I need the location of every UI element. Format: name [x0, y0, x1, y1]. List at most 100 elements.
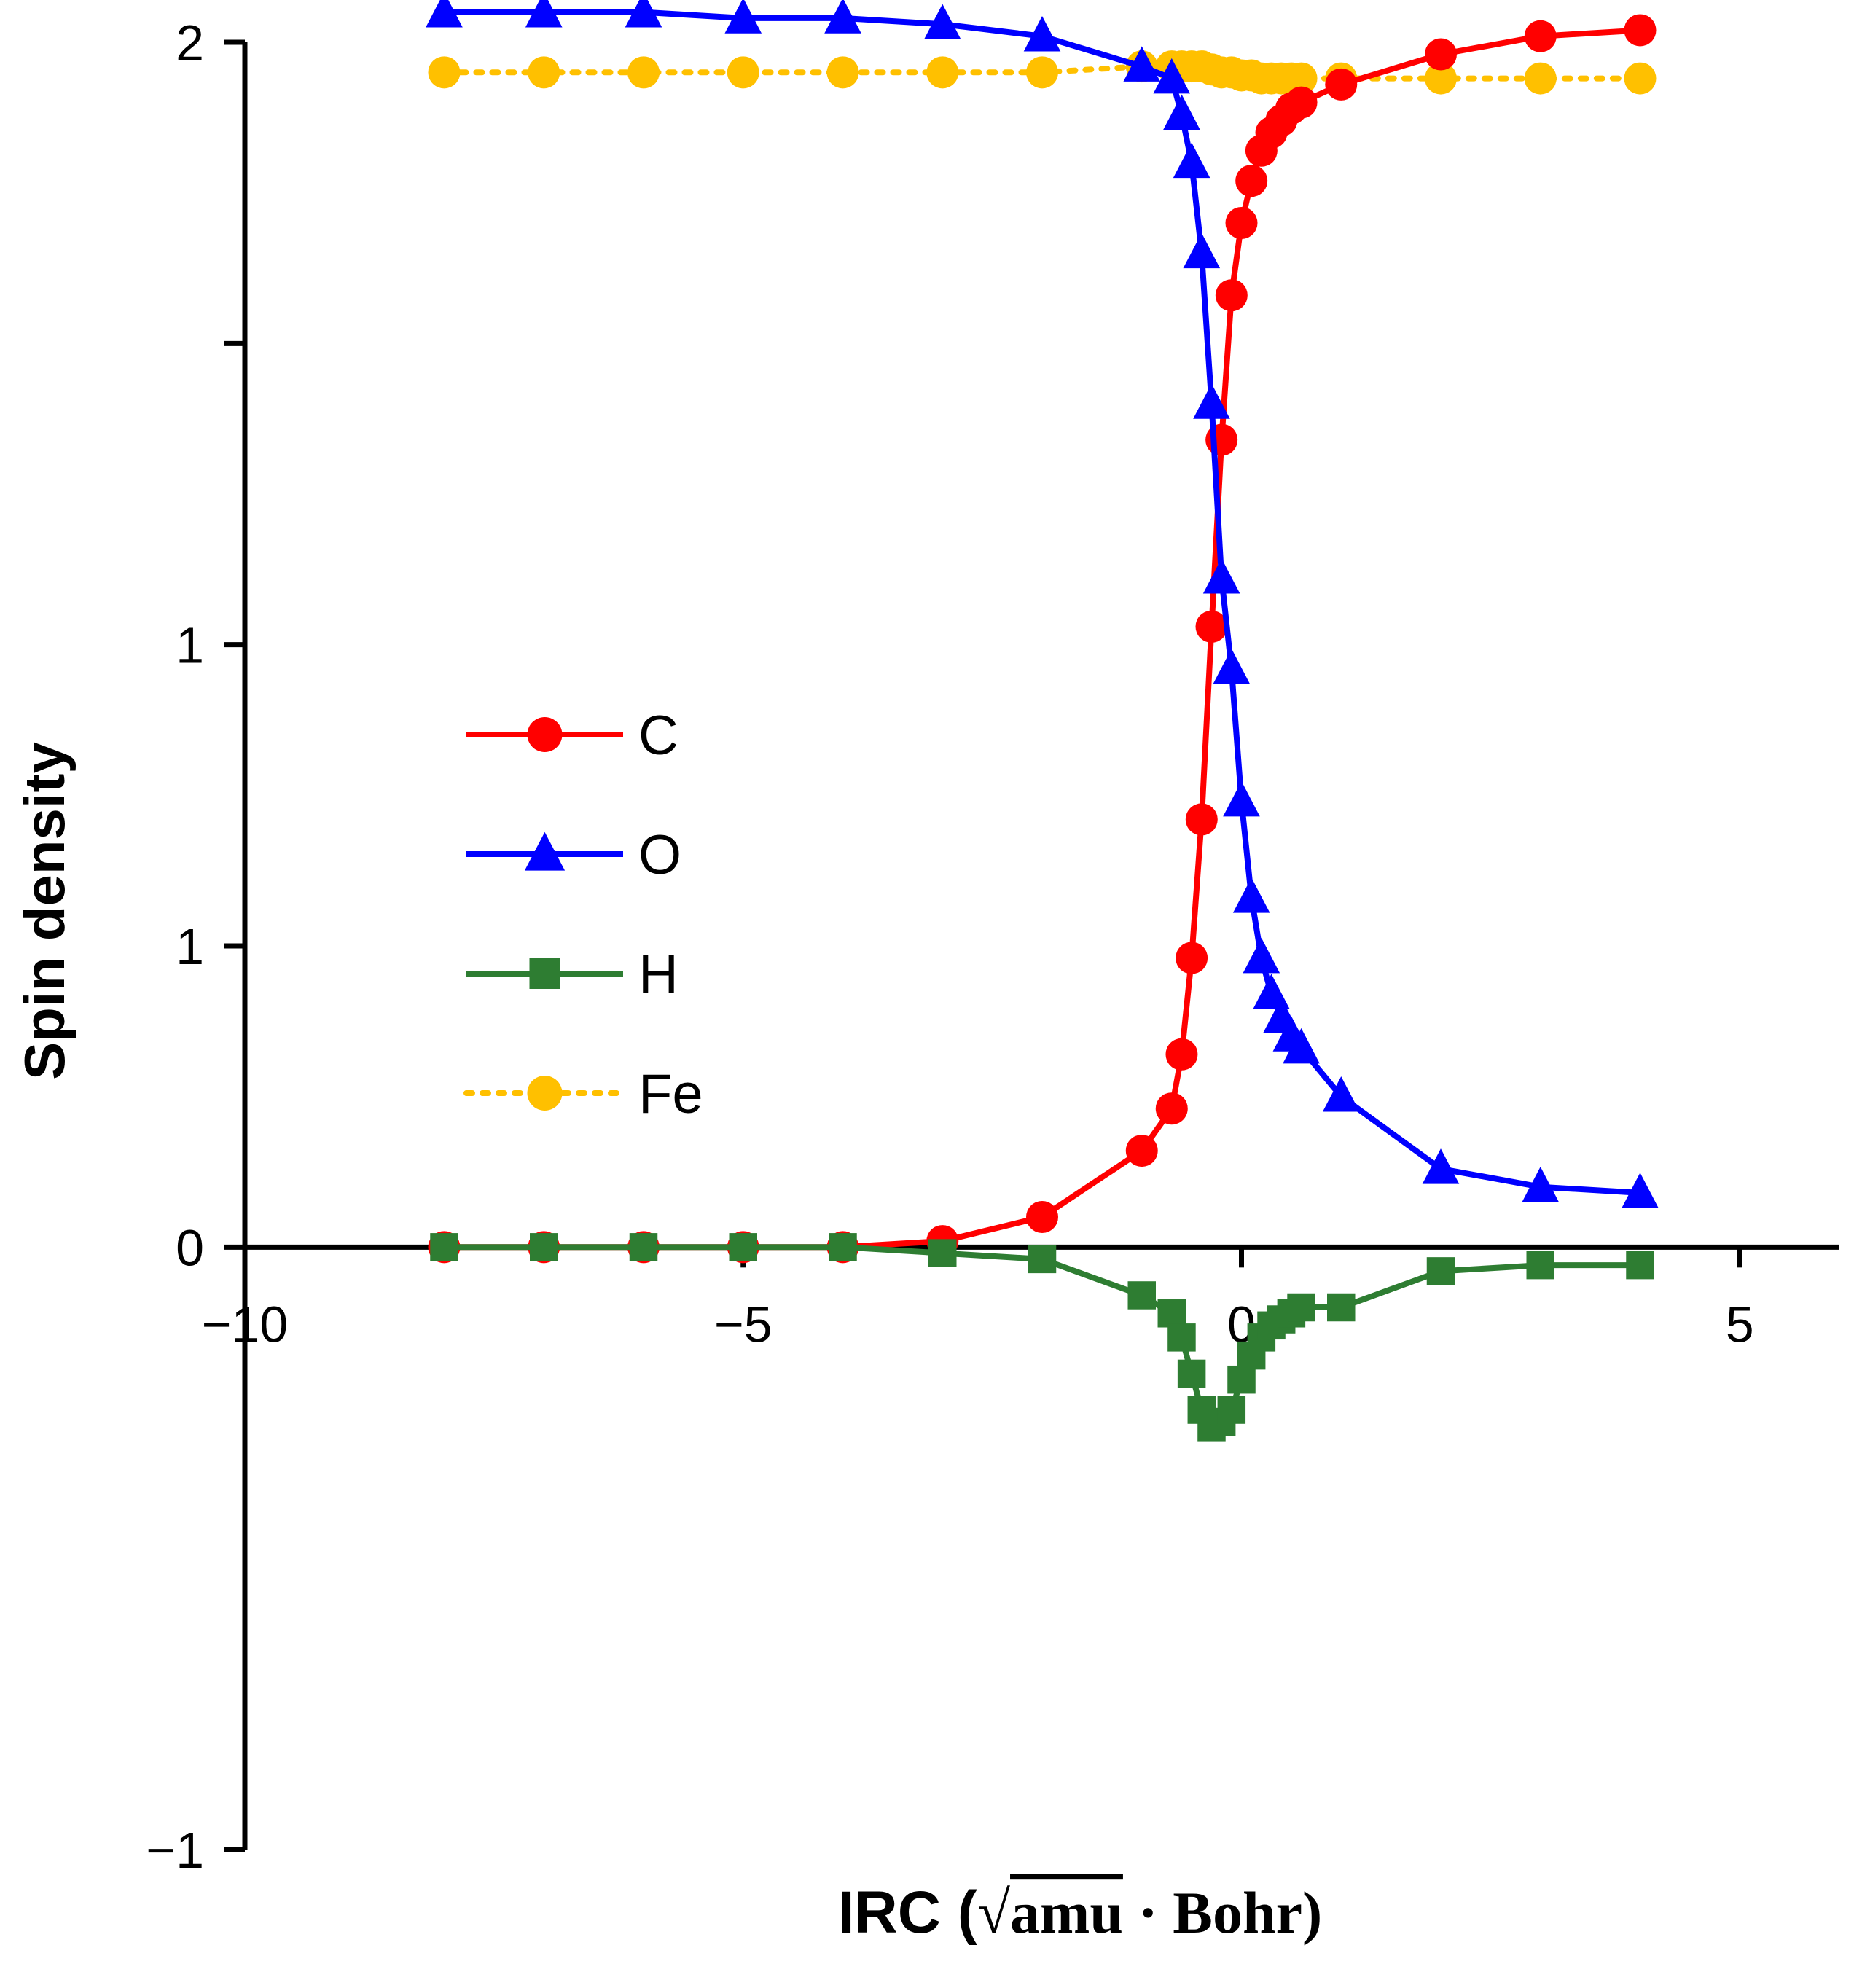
data-point: [1227, 1365, 1256, 1394]
series-o: [426, 0, 1659, 1208]
data-point: [627, 56, 660, 89]
legend: COH Fe: [464, 705, 703, 1125]
data-point: [530, 1233, 558, 1261]
data-point: [428, 56, 461, 89]
x-axis-title-radicand: amu: [1010, 1879, 1123, 1946]
data-point: [1287, 1293, 1315, 1322]
data-point: [1153, 58, 1191, 94]
x-tick-label: −10: [202, 1296, 289, 1353]
series-fe: [428, 50, 1657, 95]
data-point: [1127, 1281, 1156, 1310]
x-axis-title-suffix: · Bohr): [1123, 1879, 1322, 1946]
data-point: [1524, 20, 1557, 52]
legend-label: O: [638, 824, 681, 886]
x-axis-title-sqrt: √: [977, 1879, 1010, 1946]
legend-marker: [529, 958, 560, 989]
data-point: [1123, 46, 1161, 82]
axes: [242, 42, 1839, 1850]
data-point: [1322, 1076, 1360, 1112]
data-series: [426, 0, 1659, 1442]
data-point: [629, 1233, 658, 1261]
data-point: [1422, 1148, 1460, 1184]
data-point: [1193, 383, 1230, 419]
data-point: [625, 0, 662, 28]
data-point: [430, 1233, 458, 1261]
tick-marks: [224, 39, 1742, 1852]
data-point: [1177, 1359, 1206, 1388]
data-point: [1026, 56, 1058, 89]
x-axis-title-prefix: IRC (: [838, 1879, 978, 1946]
series-h: [430, 1233, 1654, 1442]
data-point: [1425, 62, 1457, 95]
data-point: [1165, 1038, 1198, 1071]
legend-marker: [524, 831, 566, 871]
series-line: [444, 9, 1640, 1196]
data-point: [1325, 68, 1358, 101]
y-tick-label: 2: [176, 15, 204, 71]
series-line: [444, 27, 1640, 1251]
data-point: [528, 56, 560, 89]
data-point: [1624, 62, 1657, 95]
data-point: [1167, 1323, 1196, 1352]
y-tick-label: −1: [146, 1822, 204, 1879]
data-point: [1626, 1251, 1654, 1280]
data-point: [923, 4, 961, 39]
series-line: [444, 1244, 1640, 1431]
data-point: [926, 56, 959, 89]
data-point: [826, 56, 859, 89]
data-point: [525, 0, 563, 28]
y-tick-label: 1: [176, 617, 204, 674]
data-point: [1283, 1028, 1320, 1064]
data-point: [1285, 62, 1318, 95]
data-point: [1185, 803, 1218, 836]
data-point: [1622, 1173, 1659, 1208]
y-tick-label: 1: [176, 918, 204, 975]
legend-label: C: [638, 705, 678, 767]
data-point: [1243, 937, 1280, 974]
data-point: [1173, 142, 1210, 179]
data-point: [1157, 1299, 1186, 1328]
data-point: [1026, 1201, 1058, 1233]
data-point: [829, 1233, 857, 1261]
data-point: [1155, 1092, 1188, 1125]
data-point: [1023, 16, 1061, 52]
data-point: [1526, 1251, 1554, 1280]
data-point: [1522, 1166, 1560, 1202]
data-point: [1426, 1257, 1455, 1285]
series-c: [428, 14, 1657, 1264]
y-axis-title: Spin density: [12, 742, 77, 1080]
legend-marker: [527, 717, 563, 752]
legend-item-h: H: [466, 944, 678, 1006]
data-point: [1163, 94, 1200, 130]
x-tick-label: −5: [714, 1296, 772, 1353]
data-point: [1425, 38, 1457, 71]
data-point: [1028, 1245, 1057, 1274]
data-point: [1176, 942, 1208, 974]
data-point: [729, 1233, 757, 1261]
data-point: [1232, 877, 1270, 913]
data-point: [824, 0, 861, 34]
legend-item-fe: Fe: [464, 1063, 703, 1125]
data-point: [426, 0, 463, 28]
data-point: [928, 1239, 957, 1267]
x-axis-title: IRC (√amu · Bohr): [838, 1879, 1323, 1946]
data-point: [1202, 558, 1240, 594]
data-point: [727, 56, 759, 89]
legend-marker: [527, 1076, 563, 1111]
legend-label: H: [638, 944, 678, 1006]
data-point: [1624, 14, 1657, 47]
data-point: [1327, 1293, 1356, 1322]
data-point: [1235, 165, 1268, 197]
data-point: [1213, 649, 1251, 684]
legend-label: Fe: [638, 1063, 703, 1125]
data-point: [1195, 610, 1228, 643]
data-point: [1223, 780, 1260, 817]
y-tick-label: 0: [176, 1219, 204, 1276]
data-point: [1217, 1396, 1246, 1424]
data-point: [1183, 232, 1221, 269]
legend-item-o: O: [466, 824, 681, 886]
data-point: [1225, 207, 1258, 239]
x-tick-label: 5: [1726, 1296, 1754, 1353]
